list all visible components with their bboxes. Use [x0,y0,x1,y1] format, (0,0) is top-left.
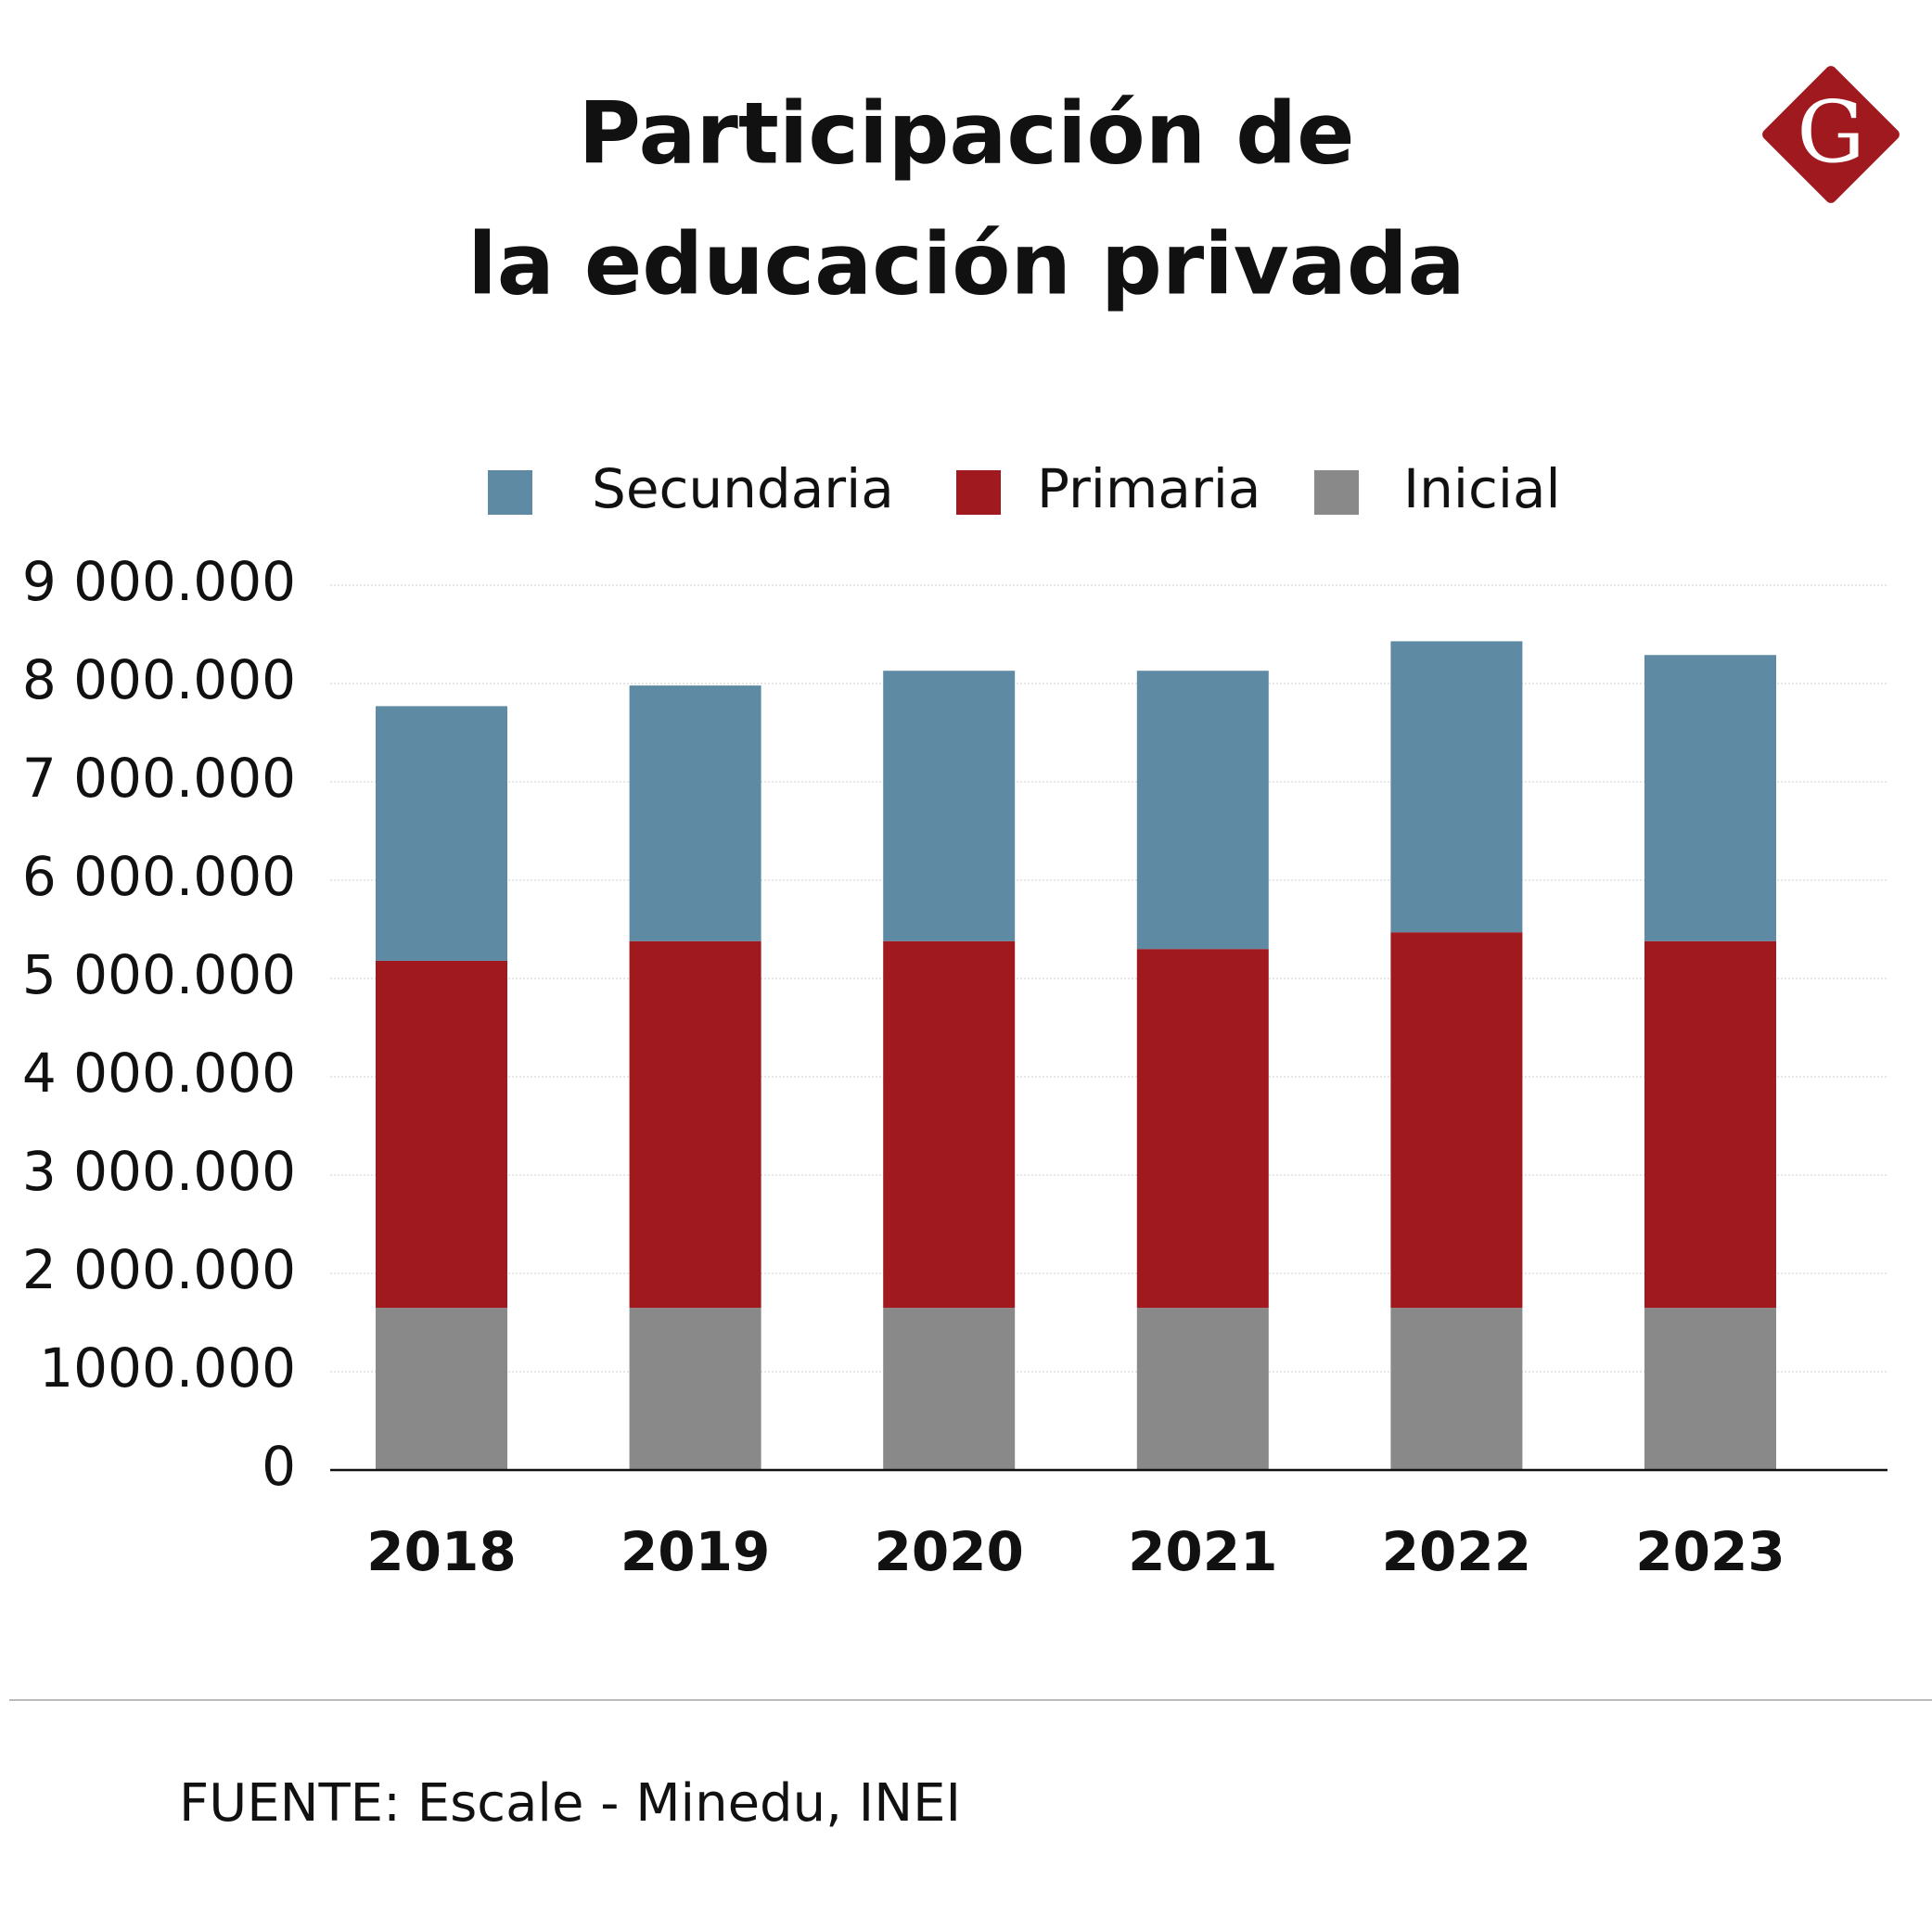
bar-segment [1390,641,1523,933]
y-tick-label: 3 000.000 [22,1140,296,1203]
logo-diamond [1762,66,1900,203]
bar-segment [1644,940,1776,1309]
logo-letter: G [1797,83,1865,182]
x-tick-label: 2020 [874,1520,1023,1583]
logo: G [1762,66,1900,203]
bar-segment [1390,932,1523,1309]
legend-swatch [488,470,532,515]
legend-label: Primaria [1037,457,1260,520]
chart-title: Participación de [579,83,1355,183]
bar-segment [1136,671,1269,950]
x-tick-label: 2018 [366,1520,516,1583]
y-tick-label: 9 000.000 [22,550,296,613]
legend-label: Inicial [1403,457,1561,520]
bar-segment [629,1308,761,1470]
bar-segment [883,1308,1016,1470]
x-tick-label: 2019 [621,1520,770,1583]
bar-segment [1644,1308,1776,1470]
y-tick-label: 6 000.000 [22,845,296,908]
y-tick-label: 0 [262,1435,296,1498]
bar-segment [883,940,1016,1309]
y-tick-label: 1000.000 [39,1336,296,1400]
bar-segment [1390,1308,1523,1470]
legend-swatch [956,470,1001,515]
y-tick-label: 4 000.000 [22,1042,296,1105]
bar-segment [376,706,507,961]
y-tick-label: 7 000.000 [22,747,296,810]
legend-swatch [1314,470,1359,515]
bar-segment [883,671,1016,941]
bar-segment [629,940,761,1309]
bar-segment [1644,655,1776,941]
y-tick-label: 8 000.000 [22,648,296,711]
bar-segment [1136,949,1269,1309]
bar-segment [376,960,507,1309]
bar-segment [376,1308,507,1470]
x-tick-label: 2021 [1128,1520,1277,1583]
source-note: FUENTE: Escale - Minedu, INEI [179,1773,961,1834]
legend-label: Secundaria [592,457,894,520]
x-tick-label: 2022 [1382,1520,1531,1583]
x-tick-label: 2023 [1635,1520,1785,1583]
bar-segment [1136,1308,1269,1470]
y-tick-label: 2 000.000 [22,1238,296,1301]
bar-segment [629,685,761,941]
chart-title: la educación privada [467,214,1465,313]
y-tick-label: 5 000.000 [22,943,296,1006]
